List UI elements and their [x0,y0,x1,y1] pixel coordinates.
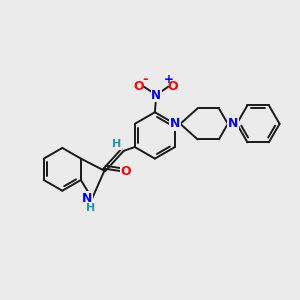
Text: +: + [164,73,174,86]
Text: O: O [121,165,131,178]
Text: N: N [151,88,161,101]
Text: -: - [142,73,148,86]
Text: N: N [228,117,238,130]
Text: O: O [168,80,178,93]
Text: N: N [170,117,180,130]
Text: N: N [82,192,92,205]
Text: H: H [86,203,95,213]
Text: O: O [133,80,144,93]
Text: H: H [112,140,122,149]
